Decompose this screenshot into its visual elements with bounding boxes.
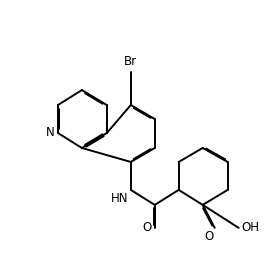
Text: Br: Br	[124, 55, 137, 68]
Text: N: N	[46, 126, 55, 140]
Text: OH: OH	[242, 221, 260, 234]
Text: O: O	[143, 221, 152, 234]
Text: HN: HN	[111, 192, 129, 205]
Text: O: O	[204, 230, 214, 243]
